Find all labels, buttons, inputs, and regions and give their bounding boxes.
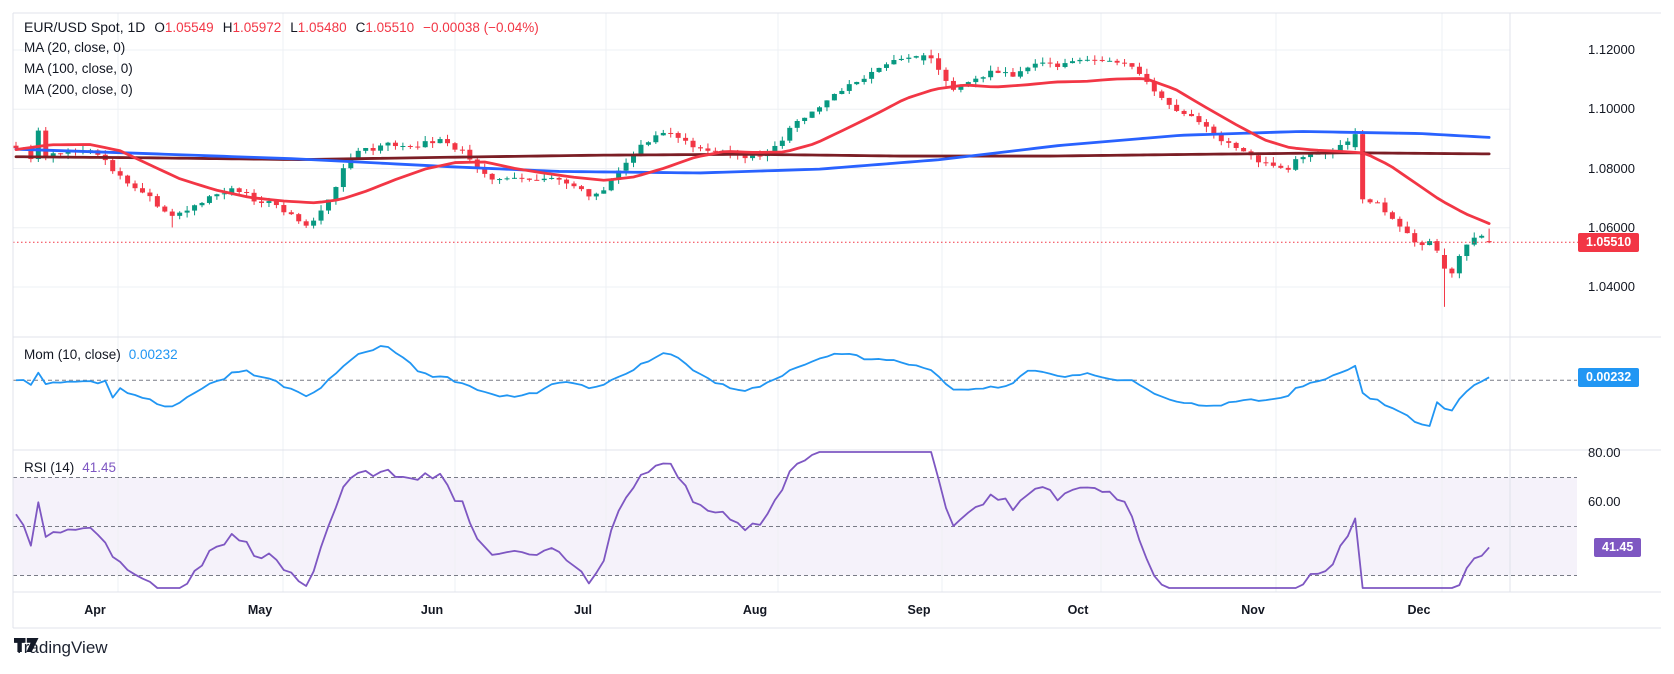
month-label-apr: Apr: [84, 603, 106, 617]
rsi-badge: 41.45: [1594, 537, 1642, 557]
change-token: −0.00038 (−0.04%): [423, 19, 539, 35]
momentum-legend-row[interactable]: Mom (10, close) 0.00232: [24, 347, 178, 362]
tradingview-brand-text: TradingView: [14, 638, 108, 657]
rsi-tick-label: 60.00: [1588, 494, 1621, 509]
ohlc-token: L1.05480: [290, 19, 347, 35]
month-label-jun: Jun: [420, 603, 444, 617]
ohlc-token: O1.05549: [154, 19, 214, 35]
tradingview-logo-icon: [14, 638, 39, 652]
momentum-value: 0.00232: [128, 347, 178, 362]
price-tick-label: 1.10000: [1588, 101, 1635, 117]
ohlc-token: H1.05972: [222, 19, 282, 35]
month-label-sep: Sep: [907, 603, 931, 617]
rsi-tick-label: 80.00: [1588, 445, 1621, 460]
price-tick-label: 1.08000: [1588, 160, 1635, 176]
rsi-label: RSI (14): [24, 460, 75, 475]
month-label-may: May: [247, 603, 273, 617]
month-label-dec: Dec: [1407, 603, 1431, 617]
legend-symbol-row[interactable]: EUR/USD Spot, 1D O1.05549 H1.05972 L1.0548…: [24, 19, 539, 35]
momentum-badge: 0.00232: [1578, 367, 1640, 387]
ohlc-values: O1.05549 H1.05972 L1.05480 C1.05510 −0.00038…: [154, 20, 538, 35]
rsi-legend-row[interactable]: RSI (14) 41.45: [24, 460, 116, 475]
symbol-title: EUR/USD Spot, 1D: [24, 19, 146, 35]
ma-legend-row-2[interactable]: MA (100, close, 0): [24, 61, 133, 76]
price-tick-label: 1.12000: [1588, 42, 1635, 57]
tradingview-attribution[interactable]: TradingView: [14, 638, 108, 658]
price-tick-label: 1.06000: [1588, 219, 1635, 235]
price-tick-label: 1.04000: [1588, 279, 1635, 294]
month-label-oct: Oct: [1067, 603, 1089, 617]
ohlc-token: C1.05510: [355, 19, 415, 35]
last-price-badge: 1.05510: [1578, 232, 1640, 252]
ma-legend-row-1[interactable]: MA (20, close, 0): [24, 40, 126, 55]
momentum-label: Mom (10, close): [24, 347, 121, 362]
month-label-nov: Nov: [1241, 603, 1265, 617]
month-label-jul: Jul: [573, 603, 593, 617]
month-label-aug: Aug: [742, 603, 768, 617]
ma-legend-row-3[interactable]: MA (200, close, 0): [24, 82, 133, 97]
rsi-value: 41.45: [82, 460, 117, 475]
